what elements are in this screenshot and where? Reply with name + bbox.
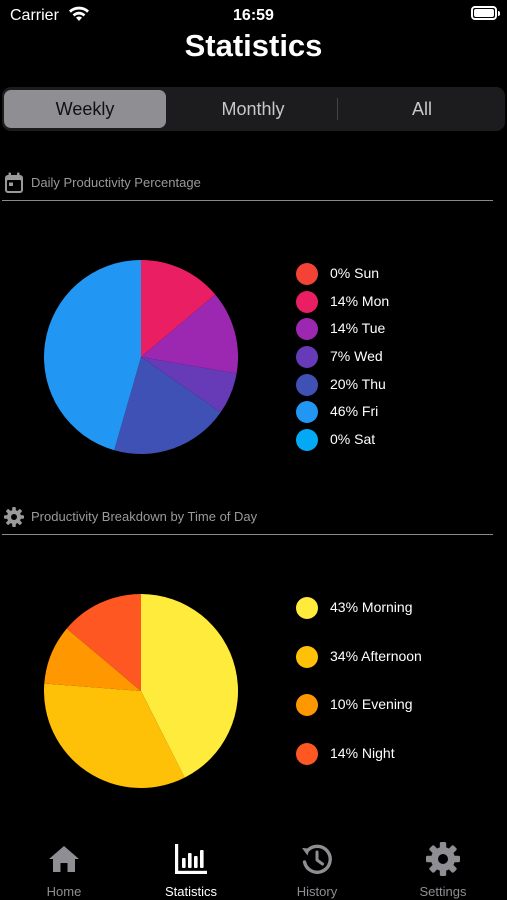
legend-swatch: [296, 429, 318, 451]
pie-slice-afternoon: [44, 683, 185, 788]
calendar-icon: [5, 172, 23, 193]
legend-label: 0% Sat: [330, 431, 376, 447]
tab-label: Settings: [419, 884, 467, 899]
legend-swatch: [296, 291, 318, 313]
legend-item-tue: 14% Tue: [296, 317, 496, 341]
wifi-icon: [69, 6, 89, 21]
legend-swatch: [296, 318, 318, 340]
gear-icon: [426, 842, 460, 876]
segment-divider: [337, 98, 338, 120]
pie-slice-mon: [141, 260, 216, 357]
legend-item-thu: 20% Thu: [296, 373, 496, 397]
legend-label: 14% Night: [330, 745, 395, 761]
segment-monthly[interactable]: Monthly: [221, 99, 285, 119]
legend-swatch: [296, 263, 318, 285]
tab-home[interactable]: Home: [9, 835, 119, 900]
section-time-of-day: Productivity Breakdown by Time of Day: [0, 506, 507, 536]
legend-label: 43% Morning: [330, 599, 413, 615]
legend-item-sat: 0% Sat: [296, 428, 496, 452]
tab-history[interactable]: History: [262, 835, 372, 900]
tab-label: Statistics: [164, 884, 217, 899]
divider: [2, 534, 493, 535]
legend-swatch: [296, 743, 318, 765]
section-daily-productivity: Daily Productivity Percentage: [0, 172, 507, 202]
legend-item-mon: 14% Mon: [296, 290, 496, 314]
bar-chart-icon: [175, 844, 207, 874]
legend-label: 10% Evening: [330, 696, 413, 712]
divider: [2, 200, 493, 201]
pie-slice-morning: [141, 594, 238, 778]
battery-icon: [471, 6, 500, 20]
home-icon: [49, 846, 79, 872]
legend-swatch: [296, 346, 318, 368]
legend-swatch: [296, 694, 318, 716]
gear-icon: [4, 507, 24, 527]
segment-weekly[interactable]: Weekly: [4, 90, 166, 128]
period-segmented-control: Weekly Monthly All: [2, 87, 505, 131]
tab-label: History: [296, 884, 338, 899]
legend-label: 20% Thu: [330, 376, 386, 392]
pie-slice-thu: [114, 357, 221, 454]
tab-label: Home: [46, 884, 82, 899]
legend-swatch: [296, 646, 318, 668]
pie-slice-night: [66, 594, 141, 691]
legend-item-afternoon: 34% Afternoon: [296, 645, 496, 669]
legend-label: 14% Mon: [330, 293, 390, 309]
legend-item-morning: 43% Morning: [296, 596, 496, 620]
tab-statistics[interactable]: Statistics: [136, 835, 246, 900]
history-icon: [302, 844, 332, 874]
section-title: Daily Productivity Percentage: [31, 175, 201, 190]
time-of-day-pie-chart: [44, 594, 238, 788]
pie-slice-fri: [44, 260, 141, 451]
legend-item-night: 14% Night: [296, 742, 496, 766]
page-title: Statistics: [184, 28, 323, 63]
clock: 16:59: [233, 7, 274, 24]
legend-swatch: [296, 374, 318, 396]
section-title: Productivity Breakdown by Time of Day: [31, 509, 258, 524]
legend-item-fri: 46% Fri: [296, 400, 496, 424]
segment-all[interactable]: All: [411, 99, 432, 119]
legend-swatch: [296, 597, 318, 619]
legend-item-evening: 10% Evening: [296, 693, 496, 717]
legend-label: 7% Wed: [330, 348, 383, 364]
legend-swatch: [296, 401, 318, 423]
pie-slice-evening: [44, 628, 141, 691]
legend-label: 0% Sun: [330, 265, 380, 281]
legend-label: 14% Tue: [330, 320, 386, 336]
tab-bar: Home Statistics History: [0, 835, 507, 900]
carrier-label: Carrier: [10, 7, 59, 24]
legend-item-wed: 7% Wed: [296, 345, 496, 369]
pie-slice-tue: [141, 294, 238, 374]
status-bar: Carrier 16:59: [0, 0, 507, 30]
legend-label: 46% Fri: [330, 403, 379, 419]
daily-productivity-pie-chart: [44, 260, 238, 454]
legend-item-sun: 0% Sun: [296, 262, 496, 286]
tab-settings[interactable]: Settings: [388, 835, 498, 900]
pie-slice-wed: [141, 357, 237, 413]
legend-label: 34% Afternoon: [330, 648, 422, 664]
